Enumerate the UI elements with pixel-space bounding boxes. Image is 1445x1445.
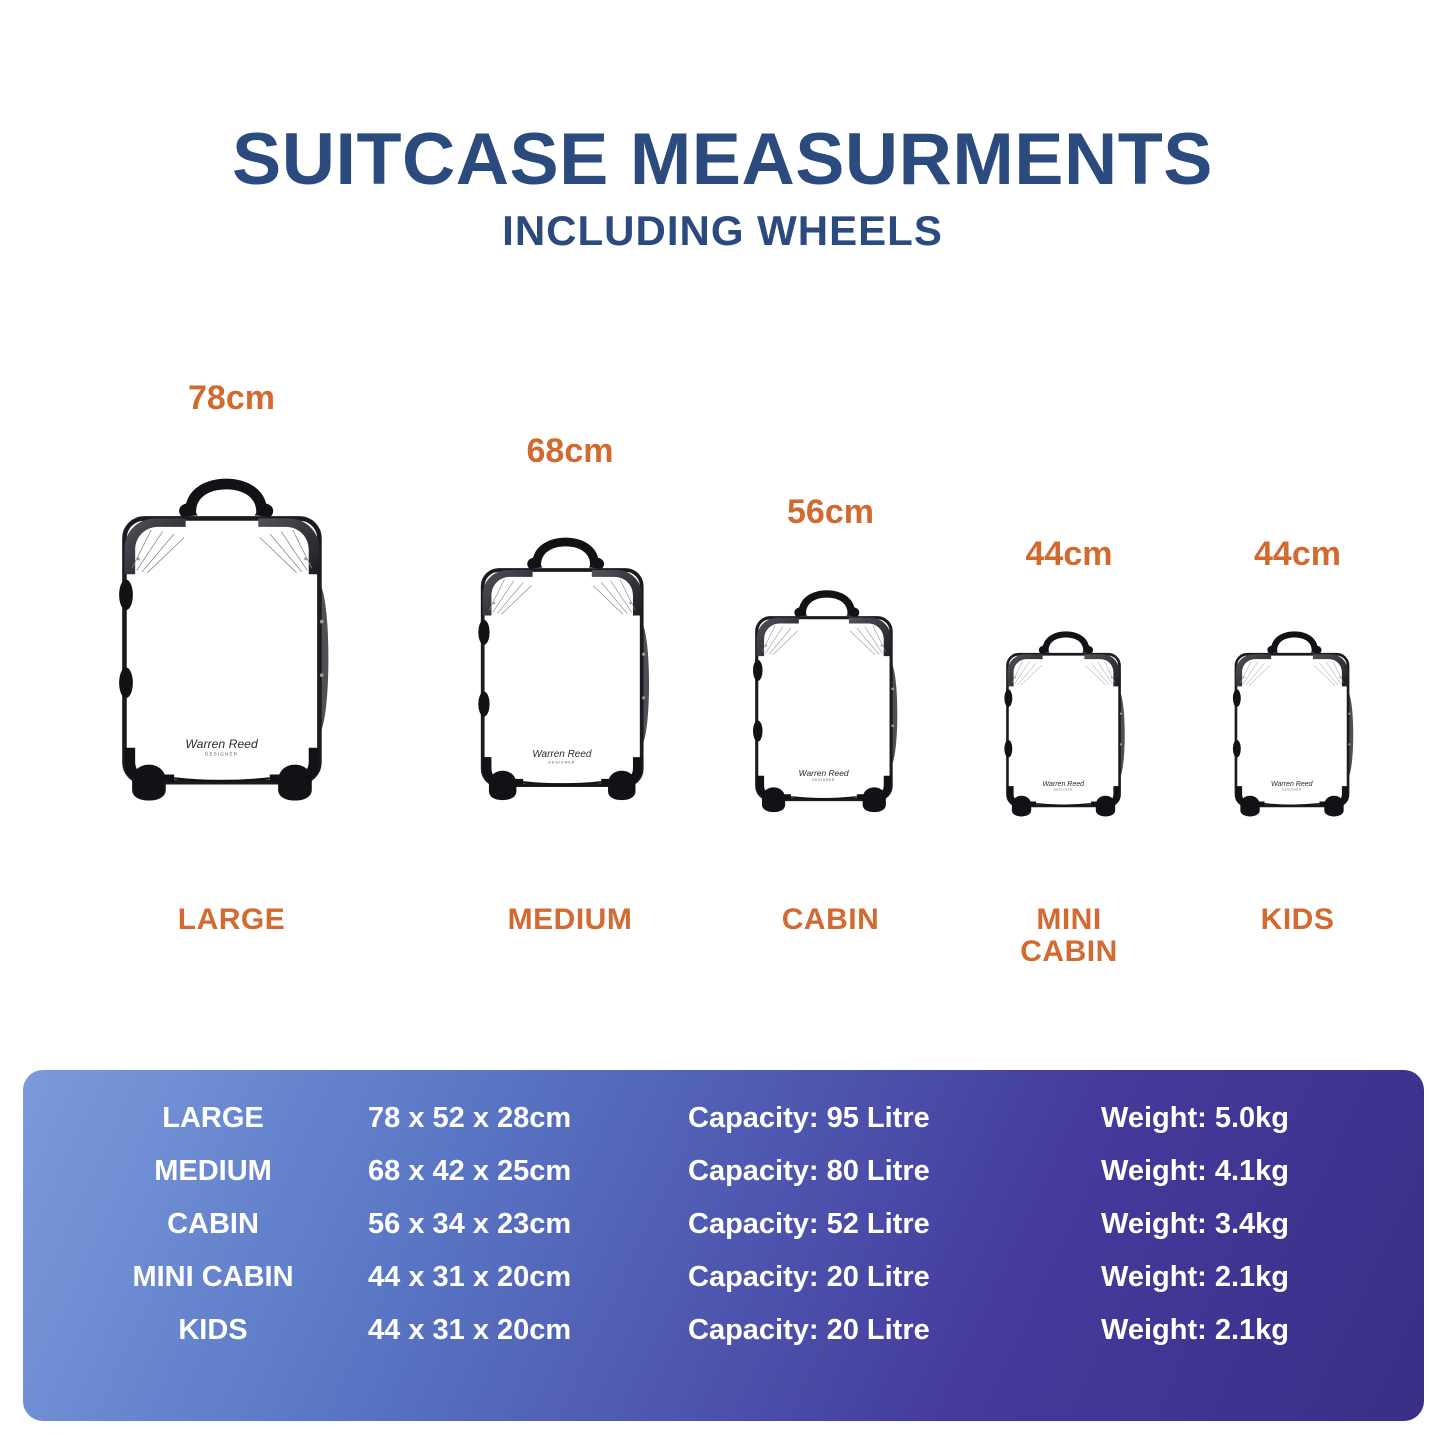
svg-text:Warren Reed: Warren Reed: [799, 768, 849, 778]
svg-text:DESIGNER: DESIGNER: [812, 778, 835, 782]
svg-text:Warren Reed: Warren Reed: [1271, 781, 1314, 788]
svg-text:DESIGNER: DESIGNER: [205, 751, 238, 756]
svg-text:Warren Reed: Warren Reed: [1042, 781, 1085, 788]
svg-text:DESIGNER: DESIGNER: [1054, 788, 1073, 792]
svg-text:DESIGNER: DESIGNER: [548, 760, 575, 764]
svg-text:Warren Reed: Warren Reed: [532, 749, 592, 760]
svg-text:Warren Reed: Warren Reed: [185, 737, 259, 751]
svg-text:DESIGNER: DESIGNER: [1282, 788, 1301, 792]
